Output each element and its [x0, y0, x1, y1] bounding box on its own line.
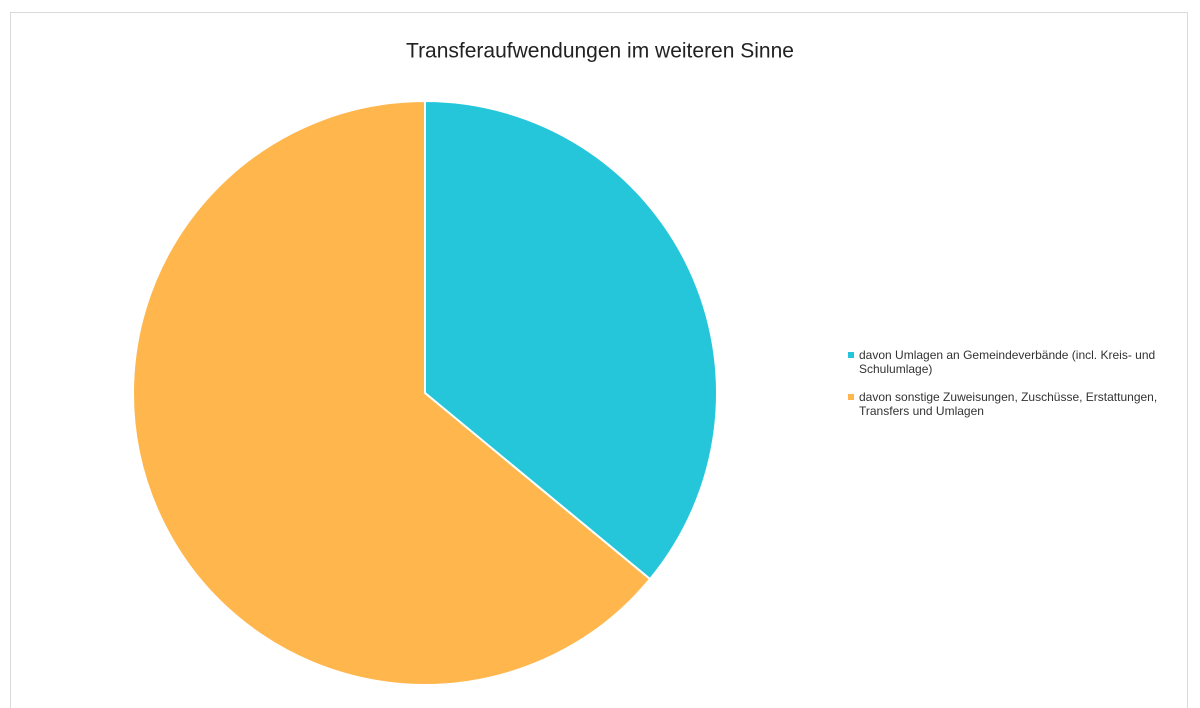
chart-title: Transferaufwendungen im weiteren Sinne	[406, 40, 794, 63]
legend-swatch	[848, 394, 854, 400]
legend-item: davon sonstige Zuweisungen, Zuschüsse, E…	[848, 390, 1193, 418]
legend: davon Umlagen an Gemeindeverbände (incl.…	[848, 348, 1193, 432]
chart-frame	[10, 12, 1188, 708]
legend-label: davon sonstige Zuweisungen, Zuschüsse, E…	[859, 390, 1158, 418]
pie-slice	[424, 99, 718, 581]
pie-slice	[132, 99, 652, 686]
legend-swatch	[848, 352, 854, 358]
legend-item: davon Umlagen an Gemeindeverbände (incl.…	[848, 348, 1193, 376]
legend-label: davon Umlagen an Gemeindeverbände (incl.…	[859, 348, 1156, 376]
